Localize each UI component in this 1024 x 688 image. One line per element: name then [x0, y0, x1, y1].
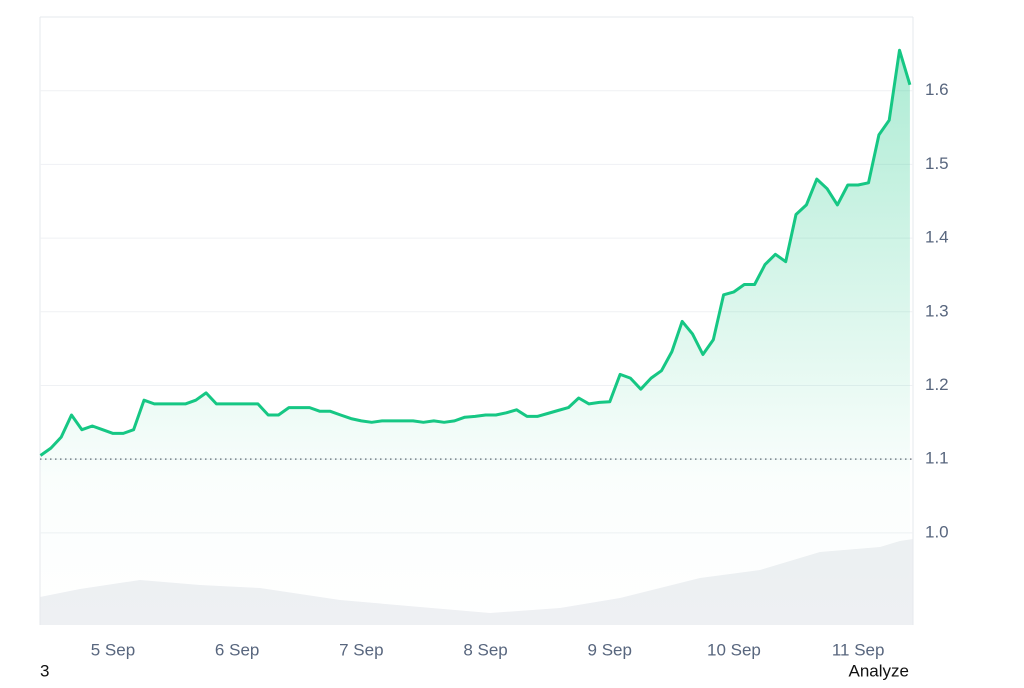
y-tick-label: 1.0	[925, 522, 949, 541]
y-tick-label: 1.4	[925, 228, 949, 247]
y-tick-label: 1.5	[925, 154, 949, 173]
x-tick-label: 8 Sep	[463, 640, 507, 659]
y-tick-label: 1.1	[925, 449, 949, 468]
line-area	[40, 50, 910, 625]
y-tick-label: 1.3	[925, 301, 949, 320]
x-tick-label: 6 Sep	[215, 640, 259, 659]
x-tick-label: 9 Sep	[588, 640, 632, 659]
y-tick-label: 1.2	[925, 375, 949, 394]
footer-left: 3	[40, 661, 49, 680]
x-tick-label: 5 Sep	[91, 640, 135, 659]
x-tick-label: 11 Sep	[832, 640, 885, 659]
price-line	[39, 48, 912, 457]
x-tick-label: 7 Sep	[339, 640, 383, 659]
x-tick-label: 10 Sep	[707, 640, 761, 659]
analyze-button[interactable]: Analyze	[849, 661, 909, 680]
y-tick-label: 1.6	[925, 80, 949, 99]
